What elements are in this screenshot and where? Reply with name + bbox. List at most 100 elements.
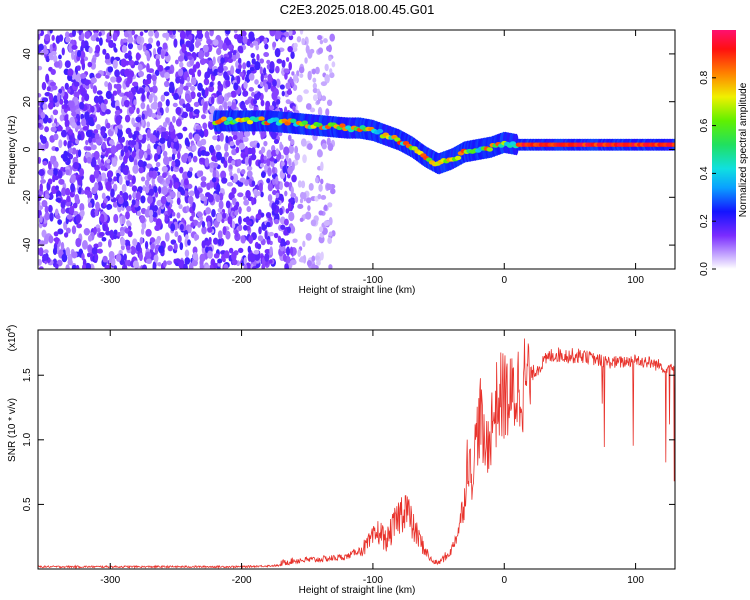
noise-speckle — [290, 138, 295, 146]
colorbar-tick-label: 0.4 — [699, 166, 710, 180]
noise-speckle — [124, 52, 129, 59]
noise-speckle — [305, 197, 312, 204]
noise-speckle — [192, 155, 198, 163]
colorbar-gradient — [712, 30, 736, 269]
noise-speckle — [198, 50, 205, 60]
noise-speckle — [157, 175, 164, 184]
y-tick-label: 1.5 — [22, 368, 33, 382]
noise-speckle — [50, 68, 56, 76]
noise-speckle — [135, 116, 142, 123]
noise-speckle — [145, 163, 153, 169]
noise-speckle — [124, 114, 131, 123]
noise-speckle — [159, 107, 164, 113]
ridge-peak — [272, 117, 280, 122]
noise-speckle — [143, 30, 149, 33]
noise-speckle — [100, 165, 106, 171]
noise-speckle — [144, 208, 151, 218]
noise-speckle — [80, 72, 87, 79]
noise-speckle — [73, 97, 79, 106]
noise-speckle — [224, 142, 229, 153]
noise-speckle — [237, 181, 244, 187]
noise-speckle — [187, 55, 193, 61]
noise-speckle — [255, 213, 262, 220]
noise-speckle — [43, 249, 49, 254]
noise-speckle — [125, 245, 131, 251]
noise-speckle — [164, 72, 170, 79]
noise-speckle — [212, 135, 218, 141]
noise-speckle — [248, 72, 255, 81]
noise-speckle — [48, 52, 54, 58]
noise-speckle — [53, 61, 61, 68]
noise-speckle — [159, 137, 166, 144]
noise-speckle — [317, 193, 322, 200]
noise-speckle — [225, 79, 231, 88]
noise-speckle — [172, 115, 176, 123]
noise-speckle — [225, 135, 229, 144]
noise-speckle — [106, 203, 113, 210]
noise-speckle — [260, 191, 264, 198]
noise-speckle — [55, 214, 61, 220]
noise-speckle — [199, 170, 204, 177]
noise-speckle — [50, 155, 54, 165]
noise-speckle — [288, 61, 292, 71]
noise-speckle — [136, 210, 141, 216]
noise-speckle — [162, 32, 168, 38]
noise-speckle — [248, 235, 254, 244]
noise-speckle — [267, 194, 273, 202]
noise-speckle — [162, 42, 168, 50]
noise-speckle — [140, 176, 146, 182]
noise-speckle — [299, 217, 304, 223]
noise-speckle — [49, 43, 53, 54]
noise-speckle — [237, 247, 244, 254]
noise-speckle — [118, 137, 125, 143]
noise-speckle — [248, 31, 255, 41]
noise-speckle — [184, 237, 189, 248]
noise-speckle — [54, 263, 59, 269]
noise-speckle — [48, 93, 54, 101]
noise-speckle — [154, 224, 161, 232]
noise-speckle — [144, 241, 149, 250]
noise-speckle — [137, 159, 144, 168]
noise-speckle — [231, 220, 236, 230]
noise-speckle — [284, 190, 288, 197]
noise-speckle — [251, 197, 255, 206]
noise-speckle — [67, 140, 72, 150]
noise-speckle — [216, 47, 222, 56]
noise-speckle — [47, 169, 54, 175]
noise-speckle — [50, 126, 57, 133]
noise-speckle — [65, 37, 71, 43]
noise-speckle — [67, 259, 73, 266]
noise-speckle — [242, 35, 248, 45]
noise-speckle — [331, 61, 336, 68]
noise-speckle — [168, 124, 175, 133]
noise-speckle — [114, 48, 118, 53]
noise-speckle — [221, 253, 226, 262]
noise-speckle — [83, 228, 91, 236]
noise-speckle — [137, 186, 143, 192]
y-tick-label: 0 — [22, 146, 33, 152]
noise-speckle — [242, 90, 249, 97]
noise-speckle — [193, 108, 200, 115]
noise-speckle — [132, 191, 137, 199]
noise-speckle — [162, 260, 167, 268]
x-tick-label: 0 — [501, 275, 507, 286]
noise-speckle — [174, 258, 181, 264]
noise-speckle — [48, 102, 54, 110]
noise-speckle — [229, 170, 233, 177]
noise-speckle — [304, 57, 308, 64]
noise-speckle — [71, 251, 78, 259]
noise-speckle — [53, 160, 59, 169]
noise-speckle — [204, 30, 210, 39]
noise-speckle — [41, 81, 47, 91]
x-tick-label: 100 — [627, 575, 644, 586]
noise-speckle — [177, 86, 183, 96]
noise-speckle — [49, 81, 57, 87]
noise-speckle — [226, 101, 233, 107]
noise-speckle — [259, 163, 264, 168]
noise-speckle — [249, 66, 255, 72]
noise-speckle — [115, 253, 122, 262]
noise-speckle — [108, 139, 114, 145]
noise-speckle — [267, 167, 272, 177]
noise-speckle — [296, 36, 302, 43]
noise-speckle — [79, 209, 85, 217]
